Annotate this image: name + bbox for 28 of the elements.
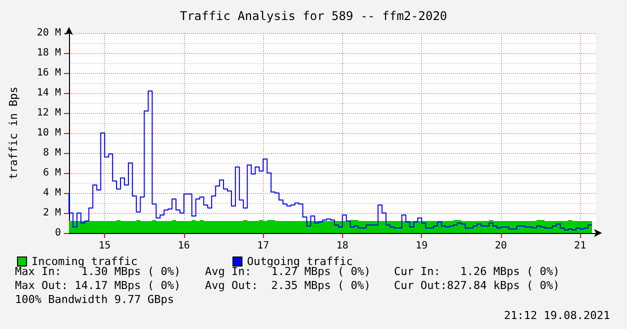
y-tick-label: 18 M bbox=[36, 48, 61, 58]
x-tick-label: 15 bbox=[98, 240, 111, 252]
y-tick-label: 8 M bbox=[42, 148, 61, 158]
text: Max Out: 14.17 MBps ( 0%) bbox=[15, 279, 181, 292]
text: Cur Out:827.84 kBps ( 0%) bbox=[394, 279, 560, 292]
text: 100% Bandwidth 9.77 GBps bbox=[15, 293, 174, 306]
y-tick-label: 6 M bbox=[42, 168, 61, 178]
y-tick-label: 12 M bbox=[36, 108, 61, 118]
y-tick-label: 14 M bbox=[36, 88, 61, 98]
text: Cur In: 1.26 MBps ( 0%) bbox=[394, 265, 560, 278]
y-axis-title: traffic in Bps bbox=[7, 86, 20, 180]
y-tick-label: 20 M bbox=[36, 28, 61, 38]
legend-label: Outgoing traffic bbox=[246, 255, 353, 268]
chart-title: Traffic Analysis for 589 -- ffm2-2020 bbox=[180, 9, 448, 23]
text: Avg Out: 2.35 MBps ( 0%) bbox=[205, 279, 371, 292]
x-tick-label: 16 bbox=[178, 240, 190, 252]
y-tick-label: 16 M bbox=[36, 68, 61, 78]
y-tick-label: 4 M bbox=[42, 188, 61, 198]
x-tick-label: 19 bbox=[416, 240, 428, 252]
text: 21:12 19.08.2021 bbox=[504, 309, 610, 322]
y-tick-label: 0 bbox=[54, 228, 61, 238]
legend-label: Incoming traffic bbox=[32, 255, 138, 268]
y-tick-label: 2 M bbox=[42, 208, 61, 218]
x-tick-label: 18 bbox=[336, 240, 348, 252]
x-tick-label: 21 bbox=[574, 240, 586, 252]
y-tick-label: 10 M bbox=[36, 128, 61, 138]
x-tick-label: 17 bbox=[257, 240, 270, 252]
x-tick-label: 20 bbox=[494, 240, 507, 252]
